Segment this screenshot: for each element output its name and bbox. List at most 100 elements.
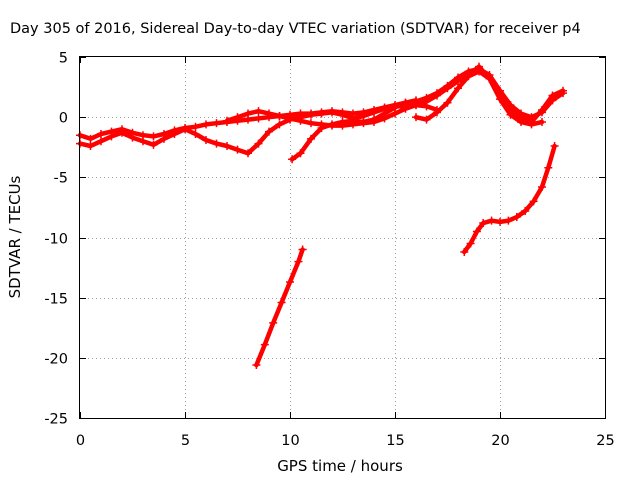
plot-frame <box>79 56 606 419</box>
data-point <box>454 84 462 93</box>
data-point <box>349 116 357 125</box>
data-point <box>254 107 263 116</box>
data-point <box>472 227 481 236</box>
data-point <box>252 361 261 370</box>
data-point <box>538 182 546 191</box>
y-tick-label: -5 <box>54 171 68 187</box>
y-tick-label: -15 <box>44 292 68 308</box>
data-point <box>504 216 513 225</box>
data-point <box>512 213 521 222</box>
data-point <box>86 134 95 143</box>
series-line-trace-4 <box>289 98 419 162</box>
data-point <box>380 109 389 118</box>
data-point <box>97 137 105 146</box>
data-point <box>370 115 378 124</box>
data-point <box>181 125 189 134</box>
data-point <box>412 113 420 122</box>
data-point <box>191 130 200 139</box>
data-point <box>160 134 168 143</box>
data-point <box>139 137 147 146</box>
data-point <box>202 136 210 145</box>
data-point <box>212 119 221 128</box>
data-point <box>464 72 473 81</box>
data-point <box>422 115 431 124</box>
data-point <box>275 120 284 129</box>
data-point <box>328 120 336 129</box>
data-point <box>338 110 347 119</box>
data-series <box>76 62 567 370</box>
data-point <box>202 120 210 129</box>
x-tick-label: 10 <box>281 433 299 449</box>
series-line-trace-6 <box>254 247 305 368</box>
data-point <box>317 123 326 132</box>
data-point <box>422 102 431 111</box>
data-point <box>412 96 420 105</box>
data-point <box>233 145 242 154</box>
data-point <box>475 67 483 76</box>
x-tick-label: 25 <box>596 433 614 449</box>
data-point <box>296 116 305 125</box>
data-point <box>286 278 294 287</box>
data-point <box>244 109 252 118</box>
data-point <box>370 108 378 117</box>
data-point <box>223 116 231 125</box>
y-tick-label: 5 <box>59 51 68 67</box>
data-point <box>170 130 179 139</box>
data-point <box>433 108 441 117</box>
data-point <box>307 134 315 143</box>
data-point <box>401 98 410 107</box>
data-point <box>487 216 496 225</box>
data-point <box>485 74 494 83</box>
data-point <box>559 86 567 95</box>
data-point <box>460 247 469 256</box>
data-point <box>277 298 286 307</box>
data-point <box>286 114 294 123</box>
data-point <box>529 197 538 206</box>
data-point <box>260 340 269 349</box>
data-point <box>244 149 252 158</box>
data-point <box>496 95 504 104</box>
data-point <box>443 84 452 93</box>
data-point <box>269 318 278 327</box>
data-point <box>454 77 462 86</box>
x-axis-label: GPS time / hours <box>277 457 403 475</box>
data-point <box>97 130 105 139</box>
y-tick-label: -10 <box>44 232 68 248</box>
data-point <box>254 139 263 148</box>
data-point <box>288 155 297 164</box>
data-point <box>506 110 515 119</box>
chart-title: Day 305 of 2016, Sidereal Day-to-day VTE… <box>10 21 581 37</box>
y-tick-label: -25 <box>44 412 68 428</box>
data-point <box>254 114 263 123</box>
data-point <box>550 142 559 151</box>
data-point <box>517 117 525 126</box>
data-point <box>294 257 303 266</box>
data-point <box>359 117 368 126</box>
data-point <box>223 142 231 151</box>
data-point <box>212 139 221 148</box>
data-point <box>149 140 158 149</box>
y-tick-labels: 5 0 -5 -10 -15 -20 -25 <box>44 51 68 428</box>
data-point <box>521 207 530 216</box>
data-point <box>118 128 126 137</box>
data-point <box>317 109 326 118</box>
x-tick-label: 5 <box>181 433 190 449</box>
data-point <box>328 108 336 117</box>
data-point <box>296 149 305 158</box>
data-point <box>265 127 273 136</box>
x-tick-label: 20 <box>491 433 509 449</box>
data-point <box>233 113 242 122</box>
data-point <box>191 122 200 131</box>
data-point <box>538 117 546 126</box>
data-point <box>265 109 273 118</box>
data-point <box>479 219 488 228</box>
data-point <box>307 110 315 119</box>
data-point <box>443 98 452 107</box>
data-point <box>149 132 158 141</box>
y-tick-label: -20 <box>44 352 68 368</box>
data-point <box>391 103 399 112</box>
data-point <box>128 133 137 142</box>
data-point <box>433 91 441 100</box>
data-point <box>527 120 536 129</box>
